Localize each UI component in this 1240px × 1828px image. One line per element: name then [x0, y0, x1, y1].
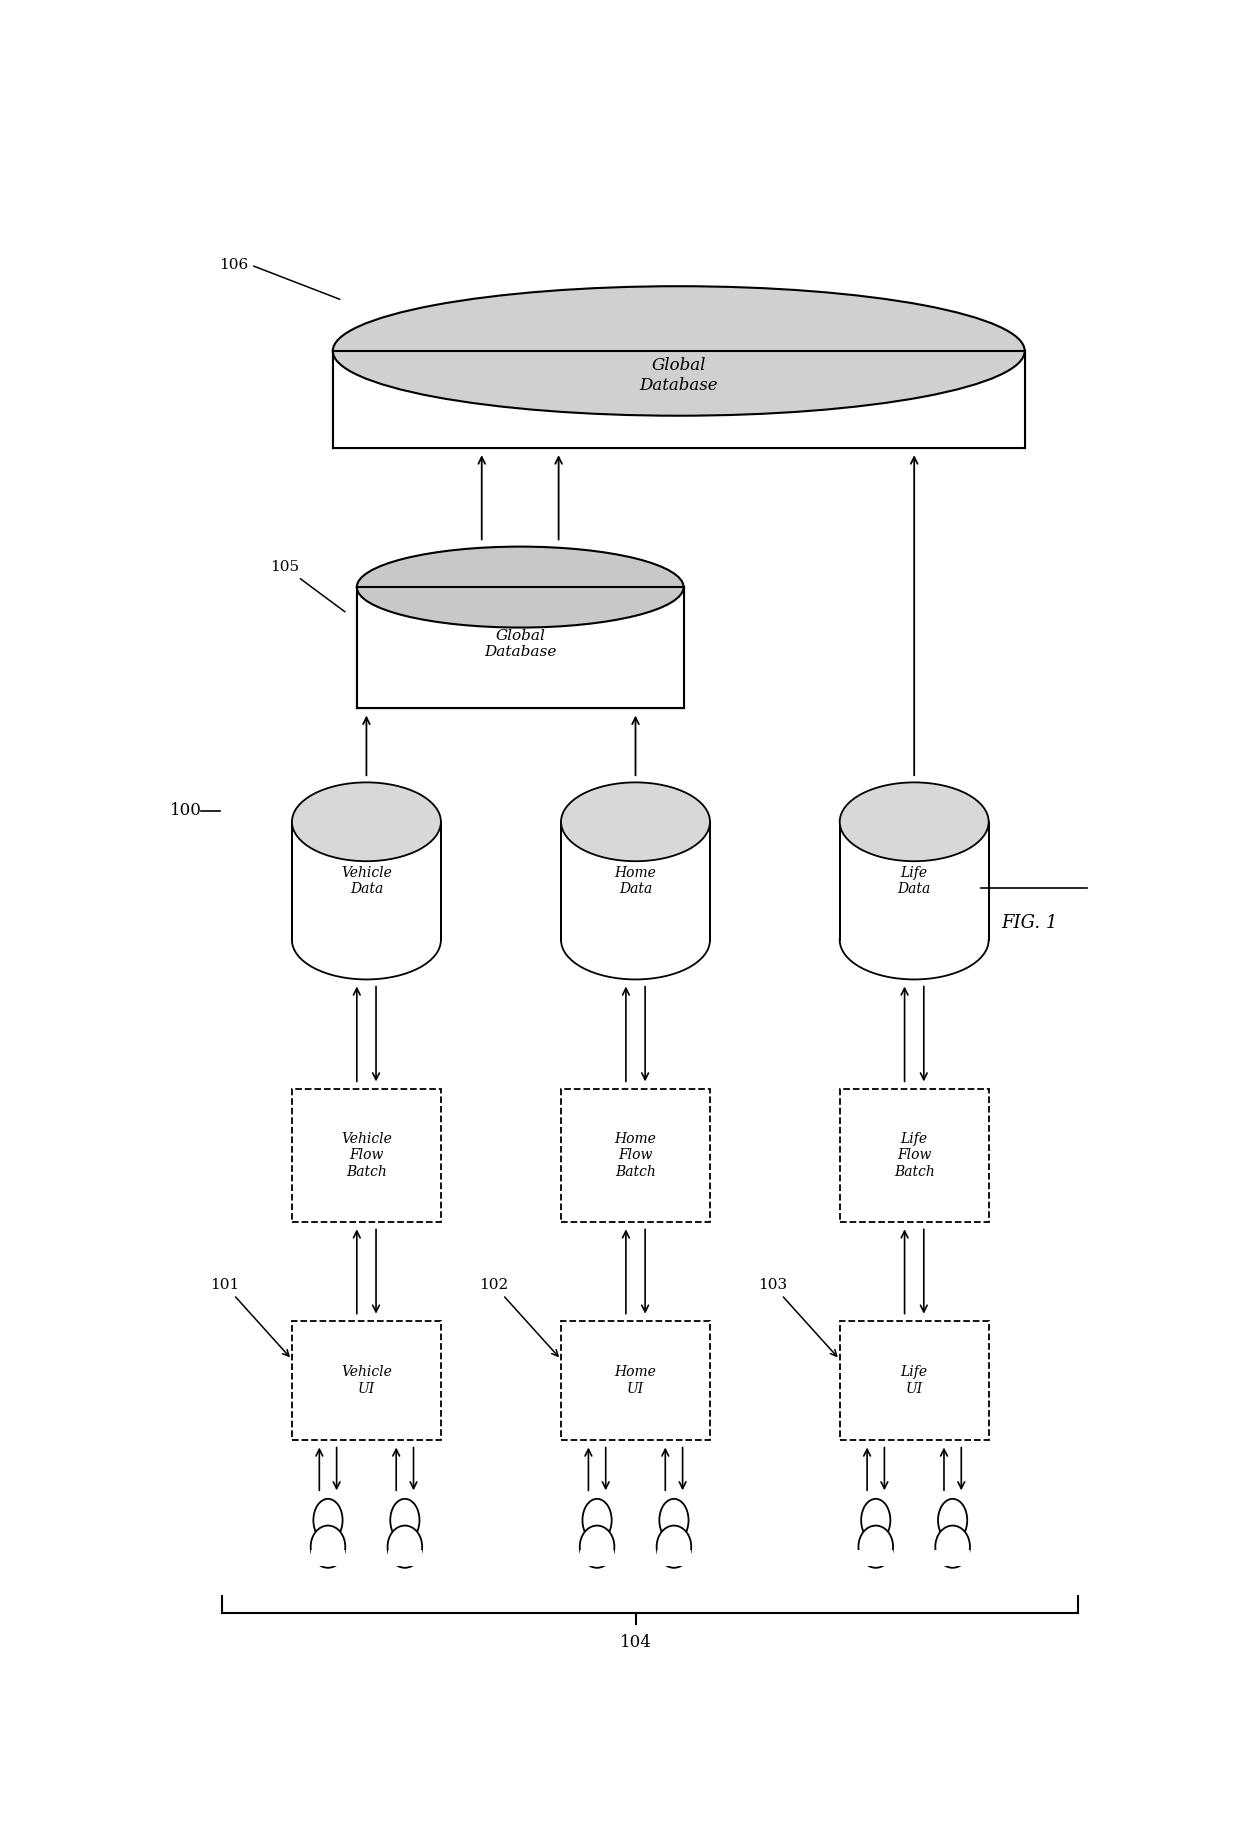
Circle shape	[391, 1499, 419, 1541]
Ellipse shape	[839, 901, 988, 980]
Circle shape	[314, 1499, 342, 1541]
Ellipse shape	[560, 901, 711, 980]
Bar	[291, 1322, 441, 1440]
Ellipse shape	[560, 782, 711, 861]
Ellipse shape	[858, 1526, 893, 1568]
Bar	[293, 823, 440, 938]
Ellipse shape	[291, 901, 441, 980]
Text: 102: 102	[480, 1278, 558, 1356]
Text: Home
Flow
Batch: Home Flow Batch	[615, 1132, 656, 1179]
Text: Home
Data: Home Data	[615, 866, 656, 896]
Bar	[332, 351, 1024, 448]
Ellipse shape	[935, 1526, 970, 1568]
Text: Home
UI: Home UI	[615, 1366, 656, 1397]
Bar	[562, 823, 709, 938]
Bar	[311, 1550, 345, 1567]
Text: 103: 103	[758, 1278, 837, 1356]
Bar	[357, 587, 683, 709]
Bar	[291, 823, 441, 940]
Text: 105: 105	[270, 559, 345, 612]
Bar	[358, 589, 682, 707]
Ellipse shape	[335, 291, 1023, 411]
Ellipse shape	[291, 782, 441, 861]
Bar	[560, 1322, 711, 1440]
Bar	[839, 823, 988, 940]
Text: 106: 106	[219, 258, 248, 272]
Text: 100: 100	[170, 802, 202, 819]
Bar	[291, 1088, 441, 1223]
Text: Vehicle
Data: Vehicle Data	[341, 866, 392, 896]
Bar	[388, 1550, 422, 1567]
Bar	[580, 1550, 614, 1567]
Circle shape	[861, 1499, 890, 1541]
Bar	[841, 823, 988, 938]
Bar	[858, 1550, 893, 1567]
Bar	[657, 1550, 691, 1567]
Ellipse shape	[357, 547, 683, 627]
Circle shape	[937, 1499, 967, 1541]
Circle shape	[583, 1499, 611, 1541]
Text: Global
Database: Global Database	[484, 629, 557, 658]
Ellipse shape	[311, 1526, 345, 1568]
Ellipse shape	[839, 782, 988, 861]
Text: 101: 101	[211, 1278, 289, 1356]
Text: Vehicle
UI: Vehicle UI	[341, 1366, 392, 1397]
Bar	[560, 823, 711, 940]
Ellipse shape	[332, 287, 1024, 415]
Text: Life
UI: Life UI	[900, 1366, 928, 1397]
Text: Global
Database: Global Database	[640, 356, 718, 393]
Text: Life
Flow
Batch: Life Flow Batch	[894, 1132, 935, 1179]
Bar	[839, 1322, 988, 1440]
Text: Vehicle
Flow
Batch: Vehicle Flow Batch	[341, 1132, 392, 1179]
Text: 104: 104	[620, 1634, 651, 1651]
Bar	[334, 353, 1024, 446]
Text: FIG. 1: FIG. 1	[1002, 914, 1058, 932]
Ellipse shape	[388, 1526, 422, 1568]
Ellipse shape	[657, 1526, 691, 1568]
Bar	[560, 1088, 711, 1223]
Bar	[935, 1550, 970, 1567]
Text: Life
Data: Life Data	[898, 866, 931, 896]
Circle shape	[660, 1499, 688, 1541]
Ellipse shape	[580, 1526, 614, 1568]
Bar	[839, 1088, 988, 1223]
